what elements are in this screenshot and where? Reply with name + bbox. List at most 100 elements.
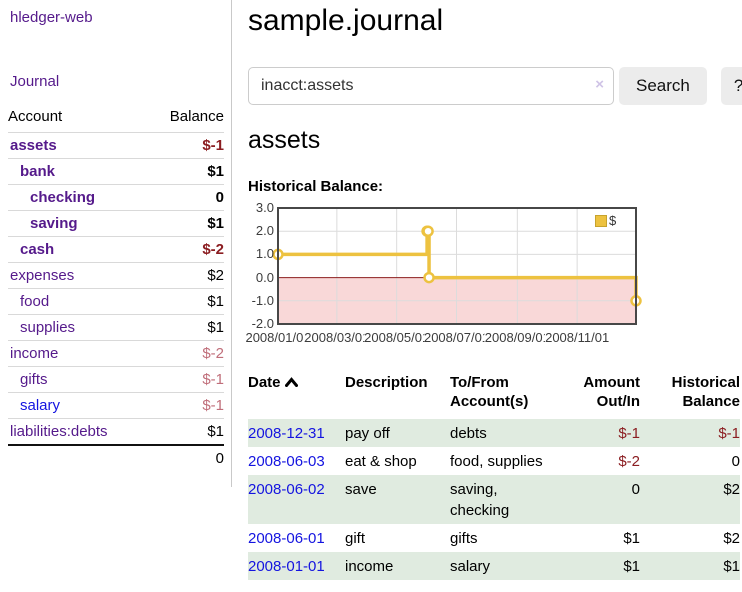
transaction-description: income: [345, 558, 394, 575]
transaction-accounts: gifts: [450, 530, 478, 547]
y-axis-tick-label: 0.0: [255, 269, 274, 285]
transaction-balance: 0: [731, 453, 740, 470]
account-link[interactable]: cash: [20, 241, 55, 258]
transaction-row: 2008-06-03 eat & shop food, supplies $-2 0: [248, 447, 740, 475]
account-link[interactable]: expenses: [10, 267, 75, 284]
account-row: expenses $2: [8, 262, 224, 289]
account-total-row: 0: [8, 444, 224, 471]
account-total-balance: 0: [147, 444, 224, 471]
account-row: liabilities:debts $1: [8, 418, 224, 445]
transaction-description: pay off: [345, 425, 390, 442]
transaction-row: 2008-12-31 pay off debts $-1 $-1: [248, 419, 740, 447]
account-row: cash $-2: [8, 236, 224, 263]
help-button[interactable]: ?: [720, 67, 742, 105]
chart-canvas: [272, 207, 642, 325]
sort-ascending-icon: [284, 377, 298, 387]
search-input[interactable]: [248, 67, 614, 105]
account-link[interactable]: bank: [20, 163, 56, 180]
data-point-marker: [422, 225, 434, 237]
chart-legend: $: [595, 213, 616, 228]
account-link[interactable]: gifts: [20, 371, 48, 388]
transaction-date-link[interactable]: 2008-01-01: [248, 558, 325, 575]
transaction-date-link[interactable]: 2008-06-02: [248, 481, 325, 498]
transaction-balance: $2: [723, 530, 740, 547]
chart-title: Historical Balance:: [248, 178, 384, 195]
column-header[interactable]: Date: [248, 371, 345, 419]
account-balance: $2: [147, 262, 224, 289]
legend-swatch-icon: [595, 214, 607, 227]
transaction-amount: 0: [631, 481, 640, 498]
transactions-header-row: Date Description To/From Account(s) Amount …: [248, 371, 740, 419]
nav-journal-link-text[interactable]: Journal: [10, 73, 60, 90]
transaction-balance: $1: [723, 558, 740, 575]
transaction-balance: $-1: [718, 425, 740, 442]
search-button[interactable]: Search: [619, 67, 707, 105]
account-row: food $1: [8, 288, 224, 315]
transactions-table: Date Description To/From Account(s) Amount …: [248, 371, 740, 580]
transaction-accounts: salary: [450, 558, 491, 575]
column-header[interactable]: Amount Out/In: [583, 374, 640, 410]
transaction-date-link[interactable]: 2008-06-01: [248, 530, 325, 547]
main-content: sample.journal × Search ? assets Histori…: [232, 0, 742, 592]
clear-search-icon[interactable]: ×: [595, 76, 604, 93]
brand-link[interactable]: hledger-web: [10, 9, 224, 26]
data-point-marker: [423, 271, 435, 284]
transaction-row: 2008-06-02 save saving, checking 0 $2: [248, 475, 740, 524]
account-balance: $1: [147, 418, 224, 445]
account-column-header: Account: [8, 108, 63, 125]
search-input-wrap: ×: [248, 67, 614, 105]
y-axis-tick-label: 3.0: [255, 200, 274, 215]
y-axis-tick-label: 2.0: [255, 223, 274, 239]
transactions-table-body: 2008-12-31 pay off debts $-1 $-1 2008-06-03 ea…: [248, 419, 740, 580]
balance-chart: $ 3.0 2.0 1.0 0.0 -1.0 -2.0 2008/01/01 2008/03/…: [245, 200, 680, 350]
search-bar: × Search ?: [248, 67, 742, 105]
account-link[interactable]: salary: [20, 397, 61, 414]
x-axis-tick-label: 2008/09/01: [484, 330, 550, 345]
brand-link-text[interactable]: hledger-web: [10, 9, 93, 26]
account-link[interactable]: assets: [10, 137, 57, 154]
account-link[interactable]: income: [10, 345, 59, 362]
y-axis-tick-label: 1.0: [255, 246, 274, 262]
transaction-description: save: [345, 481, 377, 498]
transaction-row: 2008-06-01 gift gifts $1 $2: [248, 524, 740, 552]
account-row: income $-2: [8, 340, 224, 367]
transaction-amount: $-1: [618, 425, 640, 442]
account-link[interactable]: food: [20, 293, 50, 310]
transaction-accounts: debts: [450, 425, 487, 442]
account-row: salary $-1: [8, 392, 224, 419]
account-link[interactable]: saving: [30, 215, 78, 232]
account-link[interactable]: checking: [30, 189, 96, 206]
account-balance: 0: [147, 184, 224, 211]
sidebar: hledger-web Journal Account Balance asse…: [0, 0, 232, 487]
transaction-accounts: food, supplies: [450, 453, 543, 470]
plot-border: [277, 207, 637, 325]
transaction-amount: $1: [623, 558, 640, 575]
y-axis-tick-label: -2.0: [251, 316, 274, 331]
account-balance: $-1: [147, 366, 224, 393]
transaction-amount: $1: [623, 530, 640, 547]
account-link[interactable]: supplies: [20, 319, 76, 336]
account-balance: $-2: [147, 236, 224, 263]
transaction-description: eat & shop: [345, 453, 417, 470]
balance-column-header: Balance: [169, 108, 224, 125]
account-row: assets $-1: [8, 132, 224, 159]
column-header[interactable]: Description: [345, 374, 428, 391]
account-row: saving $1: [8, 210, 224, 237]
x-axis-tick-label: 2008/11/01: [545, 330, 610, 345]
x-axis-tick-label: 2008/03/01: [304, 330, 370, 345]
column-header[interactable]: To/From Account(s): [450, 374, 529, 410]
account-balance: $1: [147, 210, 224, 237]
account-balance: $1: [147, 288, 224, 315]
account-table-body: assets $-1 bank $1 checking 0 saving $1 cash $-2 e…: [8, 132, 224, 445]
account-link[interactable]: liabilities:debts: [10, 423, 108, 440]
transaction-date-link[interactable]: 2008-12-31: [248, 425, 325, 442]
column-header[interactable]: Historical Balance: [671, 374, 740, 410]
account-balance: $1: [147, 158, 224, 185]
transaction-balance: $2: [723, 481, 740, 498]
transaction-date-link[interactable]: 2008-06-03: [248, 453, 325, 470]
x-axis-tick-label: 2008/07/01: [423, 330, 490, 345]
nav-journal-link[interactable]: Journal: [10, 73, 224, 90]
x-axis-tick-label: 2008/01/01: [245, 330, 311, 345]
account-balance-table: Account Balance assets $-1 bank $1 checking 0…: [8, 105, 224, 471]
